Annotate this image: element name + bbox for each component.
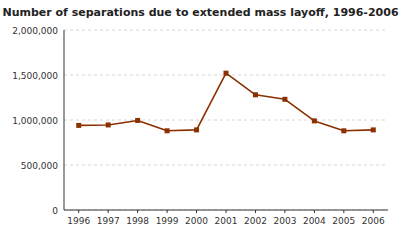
x-tick-label: 2003 bbox=[273, 216, 296, 226]
point bbox=[194, 127, 199, 132]
y-tick-label: 1,000,000 bbox=[12, 116, 58, 126]
x-tick-label: 2000 bbox=[185, 216, 208, 226]
grid-line bbox=[64, 30, 388, 31]
grid-line bbox=[64, 165, 388, 166]
grid-line bbox=[64, 120, 388, 121]
x-tick-label: 1997 bbox=[97, 216, 120, 226]
x-tick bbox=[108, 210, 109, 213]
point bbox=[135, 118, 140, 123]
title: Number of separations due to extended ma… bbox=[2, 6, 398, 19]
x-tick-label: 1998 bbox=[126, 216, 149, 226]
x-tick bbox=[314, 210, 315, 213]
x-tick-label: 2001 bbox=[215, 216, 238, 226]
x-tick-label: 2002 bbox=[244, 216, 267, 226]
y-tick-label: 1,500,000 bbox=[12, 71, 58, 81]
x-tick bbox=[373, 210, 374, 213]
x-tick-label: 2005 bbox=[332, 216, 355, 226]
point bbox=[282, 97, 287, 102]
point bbox=[224, 71, 229, 76]
y-tick-label: 500,000 bbox=[21, 161, 58, 171]
x-tick bbox=[78, 210, 79, 213]
point bbox=[106, 122, 111, 127]
x-tick-label: 1999 bbox=[156, 216, 179, 226]
point bbox=[312, 118, 317, 123]
y-tick-label: 0 bbox=[52, 206, 58, 216]
x-tick bbox=[226, 210, 227, 213]
x-tick bbox=[137, 210, 138, 213]
x-tick-label: 2006 bbox=[362, 216, 385, 226]
point bbox=[371, 127, 376, 132]
x-tick bbox=[255, 210, 256, 213]
y-tick-label: 2,000,000 bbox=[12, 26, 58, 36]
line bbox=[79, 73, 374, 131]
plot-area bbox=[76, 71, 376, 134]
x-tick bbox=[196, 210, 197, 213]
point bbox=[165, 128, 170, 133]
x-tick bbox=[343, 210, 344, 213]
point bbox=[76, 123, 81, 128]
x-tick-label: 2004 bbox=[303, 216, 326, 226]
y-axis bbox=[64, 30, 65, 210]
x-tick-label: 1996 bbox=[67, 216, 90, 226]
point bbox=[253, 92, 258, 97]
x-tick bbox=[284, 210, 285, 213]
x-tick bbox=[167, 210, 168, 213]
chart: Number of separations due to extended ma… bbox=[0, 0, 401, 238]
point bbox=[341, 128, 346, 133]
